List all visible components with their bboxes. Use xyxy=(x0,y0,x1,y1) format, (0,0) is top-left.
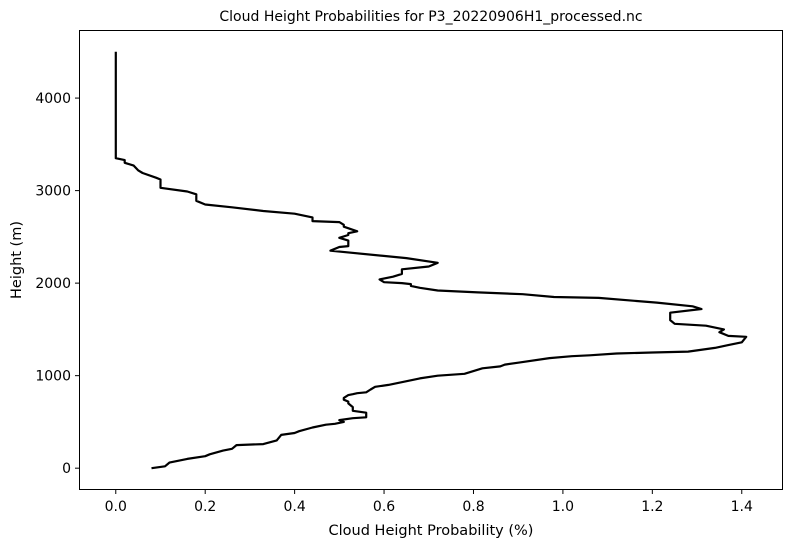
y-tick-label: 4000 xyxy=(35,91,71,107)
x-tick-label: 1.0 xyxy=(552,499,574,515)
chart-title: Cloud Height Probabilities for P3_202209… xyxy=(219,9,642,25)
y-tick-label: 1000 xyxy=(35,369,71,385)
plot-frame xyxy=(79,30,783,490)
series-line-0 xyxy=(114,51,748,470)
x-tick-label: 1.2 xyxy=(641,499,663,515)
y-tick-label: 2000 xyxy=(35,276,71,292)
y-tick-label: 0 xyxy=(62,461,71,477)
y-tick-label: 3000 xyxy=(35,184,71,200)
x-tick-label: 0.8 xyxy=(462,499,484,515)
x-tick-label: 0.4 xyxy=(283,499,305,515)
x-tick-label: 1.4 xyxy=(731,499,753,515)
x-axis-label: Cloud Height Probability (%) xyxy=(329,523,534,539)
y-axis-label: Height (m) xyxy=(9,221,25,299)
x-tick-label: 0.6 xyxy=(373,499,395,515)
x-tick-label: 0.2 xyxy=(194,499,216,515)
x-tick-label: 0.0 xyxy=(105,499,127,515)
